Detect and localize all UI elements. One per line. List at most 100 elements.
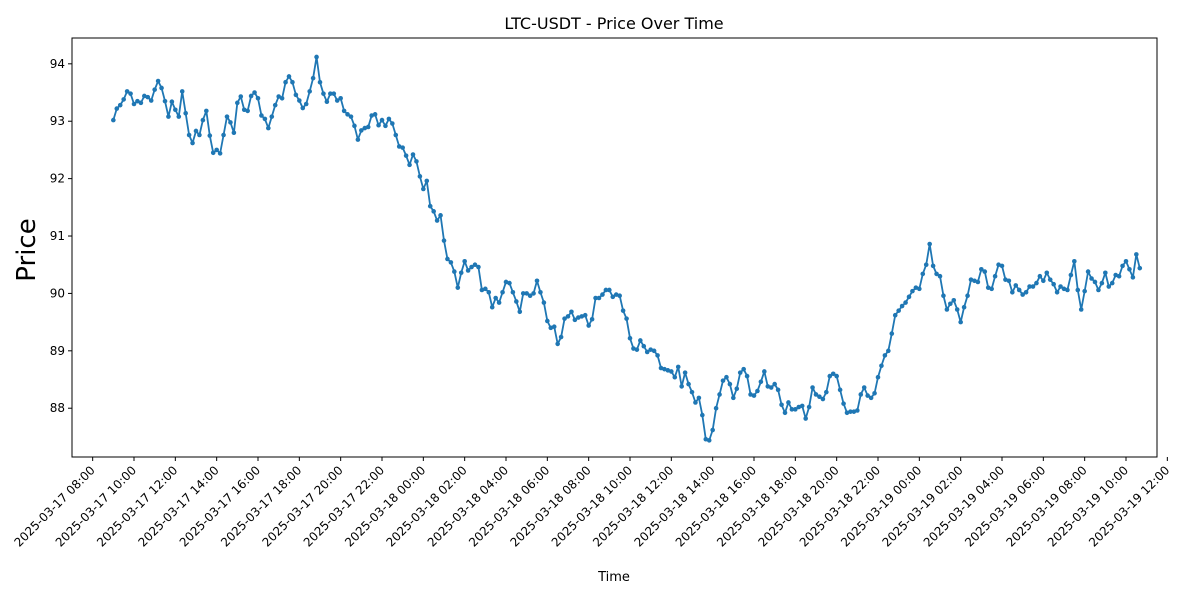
data-point [992, 273, 998, 279]
data-point [1078, 307, 1084, 312]
data-point [975, 279, 981, 285]
data-point [183, 110, 188, 116]
data-point [507, 280, 512, 286]
data-point [593, 295, 598, 301]
data-point [841, 401, 846, 406]
data-point [772, 381, 777, 387]
data-point [434, 218, 440, 223]
data-point [166, 114, 171, 119]
data-point [941, 293, 946, 299]
data-point [1054, 289, 1060, 295]
data-point [775, 387, 781, 393]
data-point [799, 403, 805, 409]
data-point [448, 260, 454, 265]
data-point [462, 258, 467, 264]
data-point [837, 387, 843, 393]
chart-title: LTC-USDT - Price Over Time [504, 14, 723, 33]
data-point [138, 100, 144, 106]
data-point [283, 79, 288, 85]
data-point [569, 309, 574, 315]
data-point [717, 392, 722, 397]
data-point [1089, 276, 1094, 281]
data-point [572, 317, 578, 323]
data-point [469, 264, 474, 270]
data-point [627, 335, 633, 341]
data-point [458, 270, 464, 276]
y-axis-ticks: 88 89 90 91 92 93 94 [50, 57, 72, 415]
data-point [834, 373, 839, 379]
data-point [486, 289, 492, 295]
data-point [675, 364, 681, 370]
data-point [438, 213, 443, 218]
data-point [500, 289, 505, 295]
data-point [276, 94, 281, 99]
data-point [238, 94, 244, 99]
data-point [706, 438, 712, 443]
data-point [124, 89, 130, 94]
data-point [786, 400, 791, 405]
data-point [737, 370, 743, 375]
data-point [531, 291, 536, 296]
data-point [669, 369, 674, 374]
data-point [1003, 277, 1008, 282]
data-point [1016, 287, 1022, 293]
data-point [1072, 258, 1077, 264]
data-point [972, 278, 977, 284]
data-point [348, 114, 354, 119]
data-point [162, 98, 168, 104]
data-point [1096, 287, 1101, 293]
data-point [596, 295, 602, 301]
data-point [514, 299, 519, 304]
data-point [169, 99, 175, 105]
data-point [923, 262, 929, 268]
data-point [803, 416, 808, 421]
data-point [121, 97, 126, 102]
data-point [827, 373, 833, 379]
data-point [603, 287, 609, 293]
data-point [872, 390, 877, 396]
data-point [582, 312, 588, 318]
data-point [345, 112, 350, 117]
data-point [934, 271, 939, 277]
data-point [114, 106, 120, 111]
data-point [1023, 289, 1029, 295]
data-point [472, 262, 478, 268]
y-tick-label: 88 [50, 401, 65, 415]
data-point [720, 378, 726, 383]
data-point [297, 98, 302, 103]
data-point [586, 323, 591, 328]
data-point [655, 353, 660, 358]
data-point [724, 374, 729, 380]
data-point [576, 315, 581, 320]
data-point [179, 89, 185, 94]
data-point [483, 286, 488, 292]
data-point [875, 374, 881, 380]
data-point [111, 117, 116, 123]
data-point [328, 91, 333, 96]
data-point [352, 123, 357, 129]
data-point [534, 278, 540, 284]
data-point [476, 264, 481, 270]
data-point [1109, 280, 1115, 286]
data-point [365, 124, 371, 130]
data-point [830, 371, 836, 377]
data-point [414, 159, 419, 164]
data-point [538, 289, 543, 295]
data-point [1047, 277, 1053, 282]
x-axis-label: Time [597, 570, 630, 585]
data-point [713, 405, 719, 411]
data-point [235, 100, 240, 106]
data-point [117, 102, 123, 108]
data-point [696, 395, 702, 401]
data-point [310, 75, 316, 81]
data-point [1044, 270, 1050, 276]
data-point [496, 300, 502, 305]
data-point [524, 291, 529, 296]
data-point [858, 392, 864, 397]
data-point [393, 132, 399, 138]
data-point [868, 395, 874, 401]
data-point [613, 292, 619, 297]
data-point [782, 410, 788, 416]
data-point [855, 408, 860, 413]
